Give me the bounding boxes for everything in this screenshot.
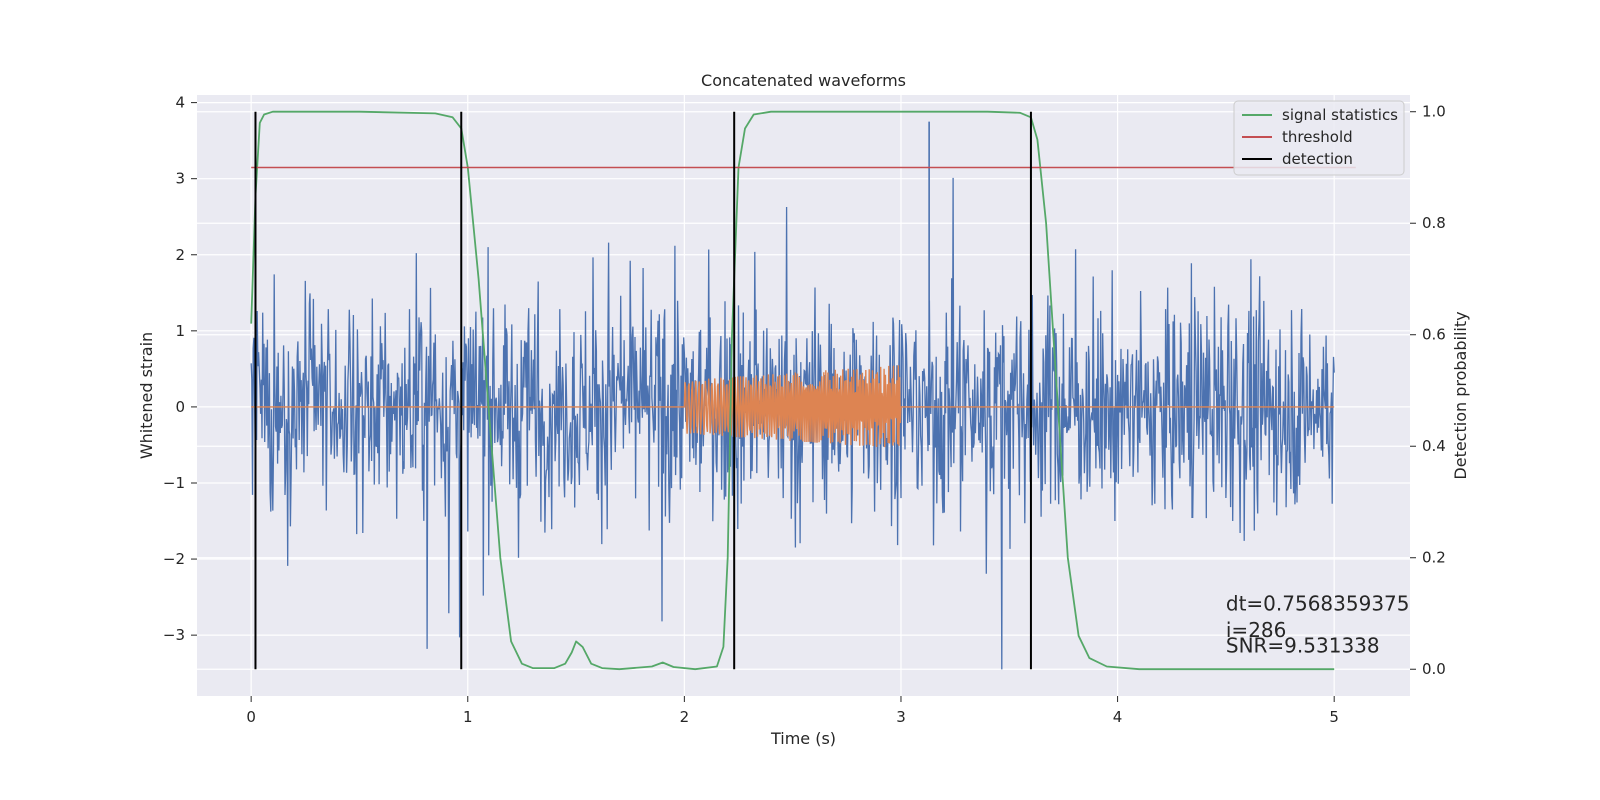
legend-label: detection bbox=[1282, 150, 1353, 168]
axes: 0 1 2 3 4 5 −3 −2 −1 0 1 2 3 4 0.0 0.2 0.4 0.6 0.8 1.0 bbox=[163, 94, 1446, 726]
y-tick-label: 4 bbox=[175, 94, 185, 112]
y2-axis-label: Detection probability bbox=[1451, 311, 1470, 479]
x-tick-label: 1 bbox=[463, 708, 473, 726]
annotation-text: dt=0.7568359375 bbox=[1226, 592, 1410, 616]
y-tick-label: −1 bbox=[163, 474, 185, 492]
y2-tick-label: 1.0 bbox=[1422, 103, 1446, 121]
y-axis-label: Whitened strain bbox=[137, 332, 156, 459]
y-tick-label: 3 bbox=[175, 170, 185, 188]
x-tick-label: 2 bbox=[680, 708, 690, 726]
y2-tick-label: 0.2 bbox=[1422, 549, 1446, 567]
x-tick-label: 4 bbox=[1113, 708, 1123, 726]
template-line bbox=[251, 365, 1335, 448]
y-tick-label: −3 bbox=[163, 626, 185, 644]
x-tick-label: 3 bbox=[896, 708, 906, 726]
legend-box bbox=[1233, 100, 1405, 176]
legend-label: threshold bbox=[1282, 128, 1353, 146]
y-tick-label: −2 bbox=[163, 550, 185, 568]
chart-title: Concatenated waveforms bbox=[701, 71, 906, 90]
y-tick-label: 2 bbox=[175, 246, 185, 264]
data-series bbox=[250, 110, 1356, 671]
y2-tick-label: 0.8 bbox=[1422, 214, 1446, 232]
y2-tick-label: 0.4 bbox=[1422, 437, 1446, 455]
y2-tick-label: 0.0 bbox=[1422, 660, 1446, 678]
y-tick-label: 0 bbox=[175, 398, 185, 416]
annotation-text: i=286 bbox=[1226, 618, 1287, 642]
legend: signal statistics threshold detection bbox=[1233, 100, 1405, 176]
legend-label: signal statistics bbox=[1282, 106, 1398, 124]
x-axis-label: Time (s) bbox=[770, 729, 836, 748]
y-tick-label: 1 bbox=[175, 322, 185, 340]
signal-statistics-line bbox=[250, 110, 1335, 671]
x-tick-label: 5 bbox=[1329, 708, 1339, 726]
y2-tick-label: 0.6 bbox=[1422, 326, 1446, 344]
annotation-text: SNR=9.531338 bbox=[1226, 634, 1380, 658]
x-tick-label: 0 bbox=[246, 708, 256, 726]
